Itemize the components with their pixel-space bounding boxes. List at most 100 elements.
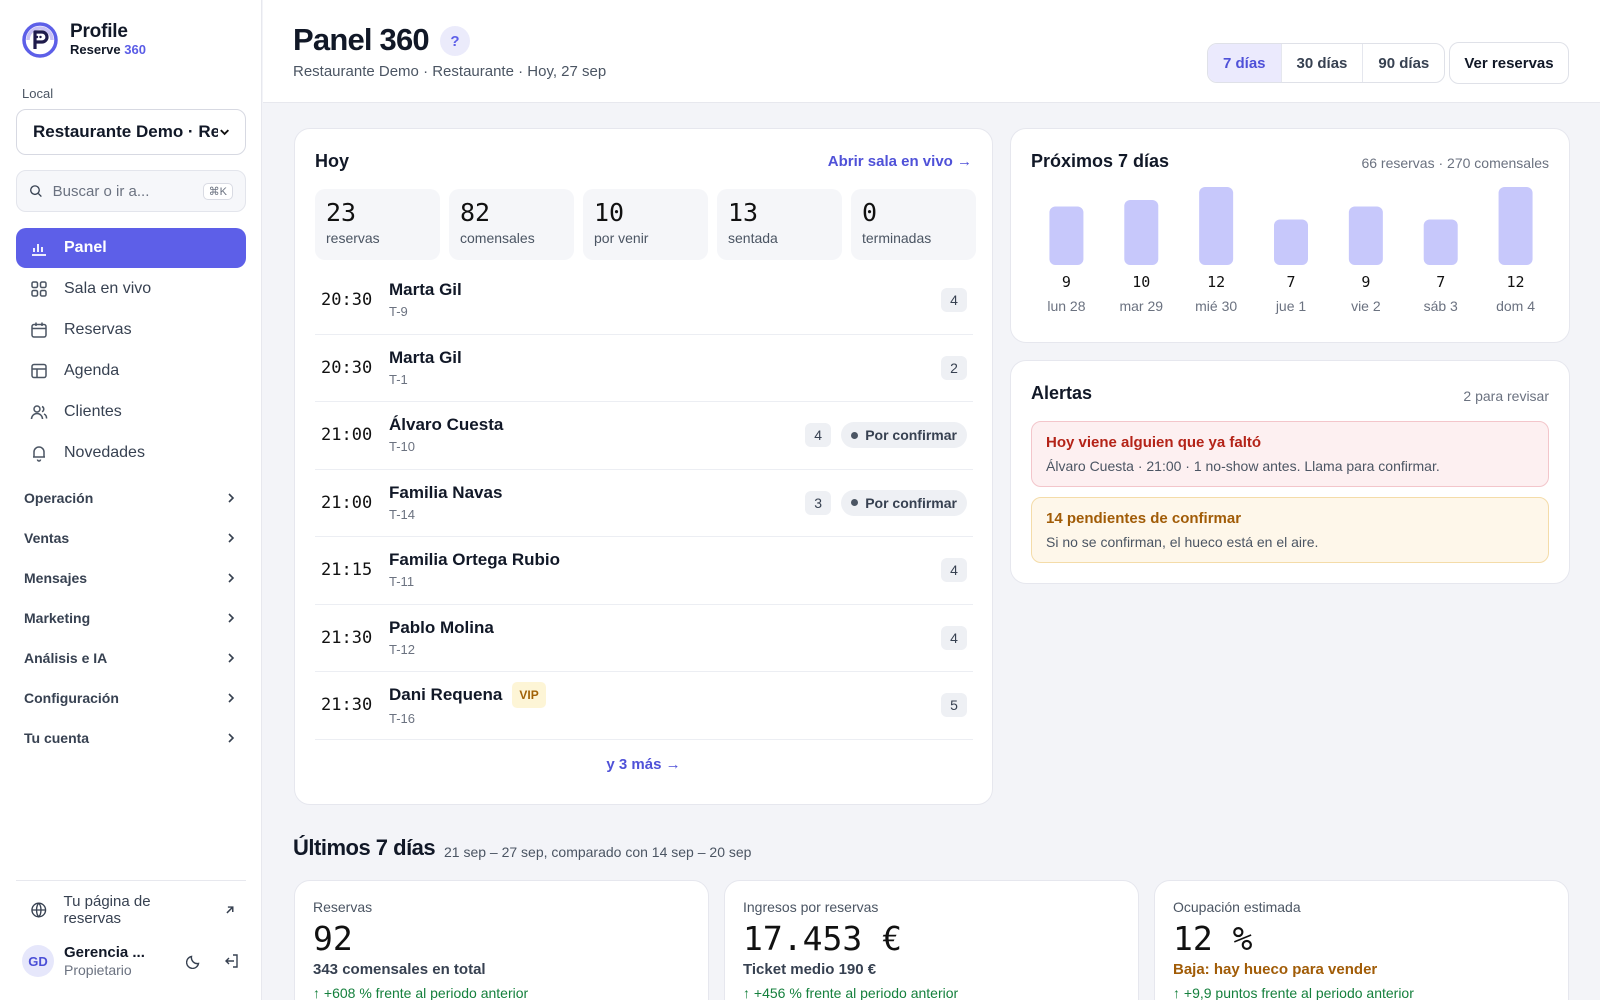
reservation-table: T-12 xyxy=(389,641,416,657)
stat-label: sentada xyxy=(728,230,778,246)
brand-sub-main: Reserve xyxy=(70,42,121,57)
bar-lun 28[interactable] xyxy=(1049,206,1084,266)
reservation-name: Familia Ortega Rubio xyxy=(389,550,560,570)
kpi-reservas: Reservas 92 343 comensales en total ↑ +6… xyxy=(294,880,709,1000)
view-reservations-button[interactable]: Ver reservas xyxy=(1449,42,1569,84)
nav-item-sala-en-vivo[interactable]: Sala en vivo xyxy=(16,269,246,309)
breadcrumb: Restaurante Demo · Restaurante · Hoy, 27… xyxy=(293,63,607,80)
alert-pending[interactable]: 14 pendientes de confirmar Si no se conf… xyxy=(1031,497,1549,563)
party-size: 5 xyxy=(941,693,967,718)
help-button[interactable]: ? xyxy=(440,26,470,56)
tab-7-dias[interactable]: 7 días xyxy=(1208,44,1282,82)
reservation-row[interactable]: 21:00 Álvaro Cuesta T-10 4 Por confirmar xyxy=(315,402,973,470)
bar-vie 2[interactable] xyxy=(1348,206,1383,266)
reservation-row[interactable]: 20:30 Marta Gil T-9 4 xyxy=(315,267,973,335)
alert-description: Si no se confirman, el hueco está en el … xyxy=(1046,534,1319,550)
tab-90-dias[interactable]: 90 días xyxy=(1378,54,1430,72)
bar-sáb 3[interactable] xyxy=(1423,219,1458,266)
nav-group-analisis[interactable]: Análisis e IA xyxy=(16,638,246,678)
bar-dom 4[interactable] xyxy=(1498,187,1533,265)
reservation-time: 21:30 xyxy=(321,695,373,716)
nav-item-clientes[interactable]: Clientes xyxy=(16,392,246,432)
logout-icon[interactable] xyxy=(224,953,240,969)
alert-description: Álvaro Cuesta · 21:00 · 1 no-show antes.… xyxy=(1046,458,1440,474)
bar-category-label: vie 2 xyxy=(1351,298,1381,314)
bar-category-label: lun 28 xyxy=(1047,298,1085,314)
alert-title: 14 pendientes de confirmar xyxy=(1046,510,1242,527)
next7-bar-chart: 9 lun 28 10 mar 29 12 mié 30 7 jue 1 9 vie 2 7 sáb … xyxy=(1047,187,1535,314)
last7-title: Últimos 7 días xyxy=(293,835,436,860)
nav-group-label: Mensajes xyxy=(24,570,88,586)
nav-item-label: Panel xyxy=(64,239,107,256)
kpi-subtitle: Ticket medio 190 € xyxy=(743,961,877,978)
search-input[interactable] xyxy=(52,182,193,200)
chevron-right-icon xyxy=(228,613,235,623)
reservation-name: Dani Requena xyxy=(389,685,503,705)
status-badge: Por confirmar xyxy=(841,489,967,516)
brand-name: Profile xyxy=(70,21,128,42)
brand[interactable]: Profile Reserve 360 xyxy=(22,22,146,58)
bar-value-label: 12 xyxy=(1207,273,1225,291)
alerts-card: Alertas 2 para revisar Hoy viene alguien… xyxy=(1010,360,1570,584)
local-label: Local xyxy=(22,86,54,101)
nav-group-mensajes[interactable]: Mensajes xyxy=(16,558,246,598)
stat-label: terminadas xyxy=(862,230,932,246)
public-page-label: Tu página de reservas xyxy=(63,893,151,927)
grid-icon xyxy=(31,281,47,297)
open-live-room-link[interactable]: Abrir sala en vivo → xyxy=(827,153,972,170)
bar-mié 30[interactable] xyxy=(1199,187,1234,265)
bar-category-label: dom 4 xyxy=(1496,298,1535,314)
bar-chart-icon xyxy=(32,244,46,256)
nav-group-label: Configuración xyxy=(24,690,119,706)
alert-no-show[interactable]: Hoy viene alguien que ya faltó Álvaro Cu… xyxy=(1031,421,1549,487)
reservation-table: T-1 xyxy=(389,371,408,387)
nav-item-novedades[interactable]: Novedades xyxy=(16,433,246,473)
bar-category-label: mar 29 xyxy=(1119,298,1163,314)
status-label: Por confirmar xyxy=(865,494,957,511)
alert-title: Hoy viene alguien que ya faltó xyxy=(1046,434,1262,451)
kpi-ingresos: Ingresos por reservas 17.453 € Ticket me… xyxy=(724,880,1139,1000)
local-select[interactable]: Restaurante Demo · Res xyxy=(16,109,246,155)
tab-30-dias[interactable]: 30 días xyxy=(1282,44,1364,82)
reservation-row[interactable]: 21:30 Dani Requena VIP T-16 5 xyxy=(315,672,973,740)
stat-value: 10 xyxy=(594,198,625,227)
party-size: 4 xyxy=(941,625,967,650)
status-dot xyxy=(851,499,859,507)
kpi-value: 12 % xyxy=(1173,919,1253,958)
bar-jue 1[interactable] xyxy=(1274,219,1308,266)
nav-group-marketing[interactable]: Marketing xyxy=(16,598,246,638)
reservation-row[interactable]: 21:00 Familia Navas T-14 3 Por confirmar xyxy=(315,470,973,537)
reservation-row[interactable]: 21:15 Familia Ortega Rubio T-11 4 xyxy=(315,537,973,605)
today-stats: 23 reservas 82 comensales 10 por venir 13 se… xyxy=(315,189,976,260)
nav-item-panel[interactable]: Panel xyxy=(16,228,246,268)
brand-sub-accent: 360 xyxy=(124,42,146,57)
users-icon xyxy=(30,405,48,420)
reservation-row[interactable]: 21:30 Pablo Molina T-12 4 xyxy=(315,605,973,672)
globe-icon xyxy=(31,902,47,918)
reservation-time: 21:30 xyxy=(321,627,373,648)
bar-category-label: jue 1 xyxy=(1275,298,1307,314)
nav-group-configuracion[interactable]: Configuración xyxy=(16,678,246,718)
more-reservations-link[interactable]: y 3 más → xyxy=(606,756,681,773)
local-select-value: Restaurante Demo · Res xyxy=(33,122,218,141)
reservation-row[interactable]: 20:30 Marta Gil T-1 2 xyxy=(315,335,973,402)
bar-value-label: 9 xyxy=(1361,273,1370,291)
kpi-subtitle: 343 comensales en total xyxy=(313,961,486,978)
stat-value: 13 xyxy=(728,198,759,227)
avatar: GD xyxy=(22,945,54,977)
public-page-link[interactable]: Tu página de reservas xyxy=(16,885,246,935)
nav-group-label: Análisis e IA xyxy=(24,650,108,666)
moon-icon[interactable] xyxy=(186,953,202,969)
alerts-title: Alertas xyxy=(1031,383,1093,403)
nav-group-tu-cuenta[interactable]: Tu cuenta xyxy=(16,718,246,758)
nav-group-operacion[interactable]: Operación xyxy=(16,478,246,518)
bar-category-label: sáb 3 xyxy=(1424,298,1458,314)
external-link-icon xyxy=(226,906,234,914)
nav-item-reservas[interactable]: Reservas xyxy=(16,310,246,350)
nav-item-agenda[interactable]: Agenda xyxy=(16,351,246,391)
search-icon xyxy=(30,185,42,198)
search-box[interactable]: ⌘K xyxy=(16,170,246,212)
user-row[interactable]: GD Gerencia ... Propietario xyxy=(16,935,246,987)
nav-group-ventas[interactable]: Ventas xyxy=(16,518,246,558)
bar-mar 29[interactable] xyxy=(1124,200,1159,265)
